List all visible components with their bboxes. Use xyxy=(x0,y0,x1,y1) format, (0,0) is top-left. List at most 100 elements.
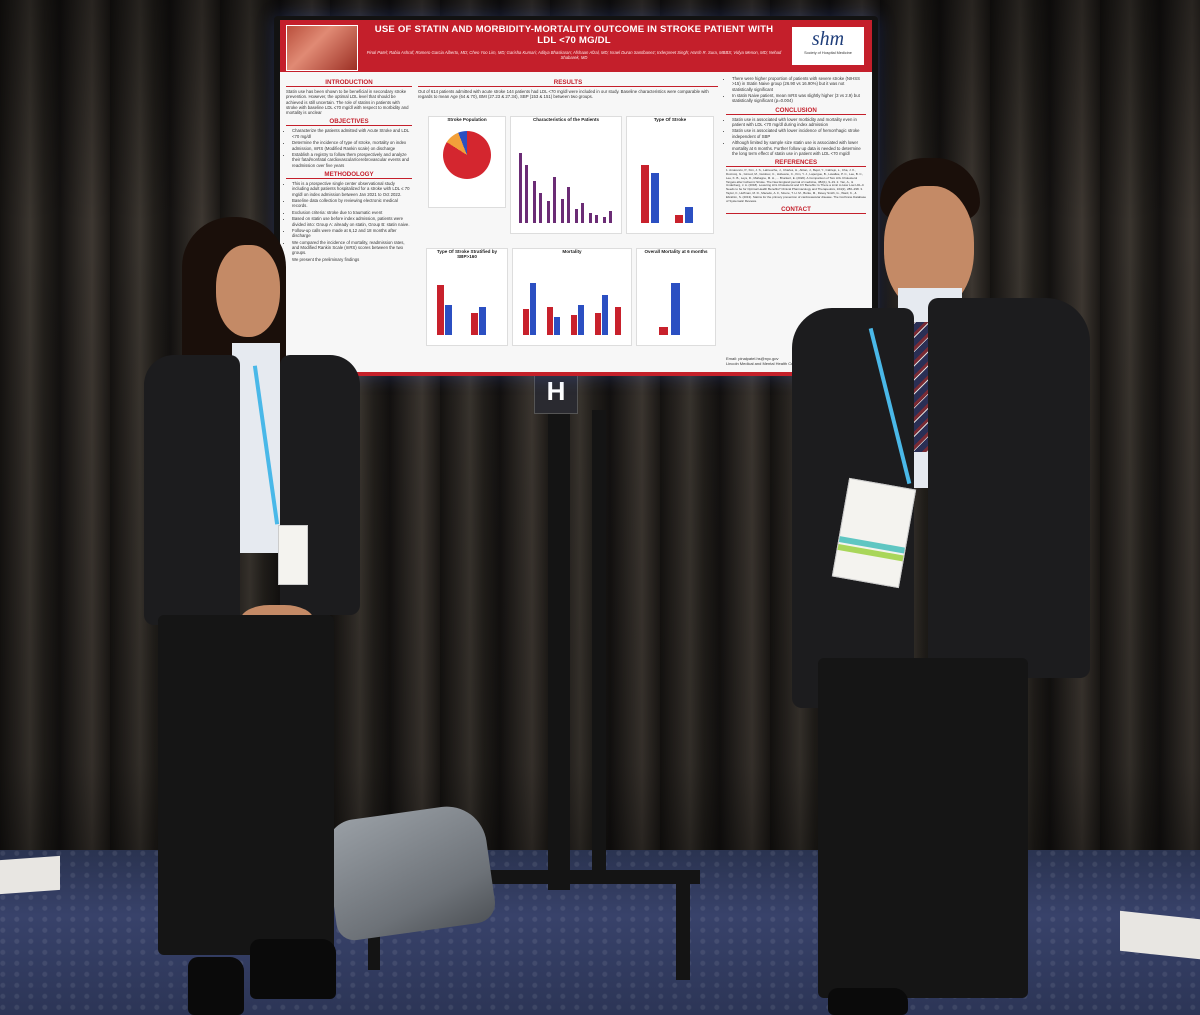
conclusion-item: Statin use is associated with lower inci… xyxy=(732,128,866,139)
bar xyxy=(571,315,577,335)
findings-list: There were higher proportion of patients… xyxy=(726,76,866,104)
chart-title: Characteristics of the Patients xyxy=(532,117,600,122)
methodology-item: This is a prospective single center obse… xyxy=(292,181,412,197)
conclusion-item: Although limited by sample size statin u… xyxy=(732,140,866,156)
bar xyxy=(589,213,592,223)
bar xyxy=(547,201,550,223)
chart-title: Overall Mortality at 6 months xyxy=(644,249,708,254)
references-text: 1. Amarenco, P., Kim, J. S., Labreuche, … xyxy=(726,169,866,203)
objectives-heading: OBJECTIVES xyxy=(286,118,412,127)
bar xyxy=(530,283,536,335)
poster-results-column: RESULTS Out of 614 patients admitted wit… xyxy=(418,76,718,100)
conclusion-list: Statin use is associated with lower morb… xyxy=(726,117,866,156)
finding-item: There were higher proportion of patients… xyxy=(732,76,866,92)
type-of-stroke-chart: Type Of Stroke xyxy=(626,116,714,234)
bar xyxy=(533,181,536,223)
bar xyxy=(553,177,556,223)
references-heading: REFERENCES xyxy=(726,159,866,168)
chart-title: Stroke Population xyxy=(447,117,487,122)
chart-title: Mortality xyxy=(562,249,582,254)
bar xyxy=(603,217,606,223)
bar xyxy=(659,327,668,335)
man-trousers xyxy=(818,658,1028,998)
bar xyxy=(578,305,584,335)
bars-area xyxy=(517,259,627,335)
conclusion-item: Statin use is associated with lower morb… xyxy=(732,117,866,128)
bar xyxy=(685,207,693,223)
man-shoe xyxy=(828,988,908,1015)
mortality-chart: Mortality xyxy=(512,248,632,346)
bars-area xyxy=(515,127,617,223)
bar xyxy=(554,317,560,335)
woman-left-shoe xyxy=(188,957,244,1015)
characteristics-chart: Characteristics of the Patients xyxy=(510,116,622,234)
bars-area xyxy=(431,259,503,335)
woman-name-badge xyxy=(278,525,308,585)
methodology-heading: METHODOLOGY xyxy=(286,171,412,179)
bar xyxy=(575,209,578,223)
shm-logo: shm Society of Hospital Medicine xyxy=(792,27,864,65)
chart-title: Type Of Stroke Stratified by SBP>160 xyxy=(436,249,498,259)
introduction-text: Statin use has been shown to be benefici… xyxy=(286,89,409,116)
bar xyxy=(675,215,683,223)
bar xyxy=(671,283,680,335)
hospital-photo xyxy=(286,25,358,71)
poster-left-column: INTRODUCTION Statin use has been shown t… xyxy=(286,76,412,263)
contact-institution: Lincoln Medical and Mental Health Center xyxy=(726,361,801,366)
bar xyxy=(609,211,612,223)
methodology-item: Baseline data collection by reviewing el… xyxy=(292,198,412,209)
bar xyxy=(641,165,649,223)
poster-header: USE OF STATIN AND MORBIDITY-MORTALITY OU… xyxy=(280,20,872,72)
man-presenter xyxy=(788,158,1092,1015)
methodology-list: This is a prospective single center obse… xyxy=(286,181,412,262)
logo-subtitle: Society of Hospital Medicine xyxy=(804,51,852,55)
conclusion-heading: CONCLUSION xyxy=(726,107,866,115)
woman-blazer-left xyxy=(144,355,240,625)
objectives-list: Characterize the patients admitted with … xyxy=(286,128,412,167)
bar xyxy=(523,309,529,335)
bar xyxy=(525,165,528,223)
contact-heading: CONTACT xyxy=(726,206,866,215)
chart-title: Type Of Stroke xyxy=(653,117,687,122)
woman-right-shoe xyxy=(250,939,336,999)
bar xyxy=(602,295,608,335)
finding-item: In statin Naive patient, mean mRS was sl… xyxy=(732,93,866,104)
bar xyxy=(581,203,584,223)
methodology-item: Exclusion criteria: stroke due to trauma… xyxy=(292,210,412,215)
poster-authors: Pinal Patel; Rabia Ashraf; Romero Garcia… xyxy=(366,50,782,60)
methodology-item: Follow-up calls were made at 6,12 and 18… xyxy=(292,228,412,239)
bars-area xyxy=(641,259,711,335)
bar xyxy=(519,153,522,223)
objective-item: Determine the incidence of type of strok… xyxy=(292,140,412,151)
woman-pants xyxy=(158,615,334,955)
floor-tape-left xyxy=(0,855,60,895)
poster-title: USE OF STATIN AND MORBIDITY-MORTALITY OU… xyxy=(374,24,774,46)
objective-item: Characterize the patients admitted with … xyxy=(292,128,412,139)
methodology-item: We present the preliminary findings xyxy=(292,257,412,262)
poster-right-column: There were higher proportion of patients… xyxy=(726,76,866,216)
stand-pole-rear xyxy=(592,410,606,870)
objective-item: Establish a registry to follow them pros… xyxy=(292,152,412,168)
bar xyxy=(479,307,486,335)
bar xyxy=(651,173,659,223)
stand-leg-right xyxy=(676,880,690,980)
bar xyxy=(595,313,601,335)
research-poster: USE OF STATIN AND MORBIDITY-MORTALITY OU… xyxy=(280,20,872,376)
pie-chart xyxy=(443,131,491,179)
bar xyxy=(561,199,564,223)
bar xyxy=(445,305,452,335)
bar xyxy=(539,193,542,223)
bar xyxy=(471,313,478,335)
contact-email: Email: pinalpatel.hs@nyc.gov xyxy=(726,356,779,361)
bar xyxy=(595,215,598,223)
bar xyxy=(547,307,553,335)
bar xyxy=(567,187,570,223)
woman-face xyxy=(216,245,280,337)
stand-pole xyxy=(548,410,570,890)
results-text: Out of 614 patients admitted with acute … xyxy=(418,89,709,100)
methodology-item: Based on statin use before index admissi… xyxy=(292,216,412,227)
contact-info: Email: pinalpatel.hs@nyc.gov Lincoln Med… xyxy=(726,356,800,366)
logo-text: shm xyxy=(811,28,845,50)
man-suit-jacket-right xyxy=(928,298,1090,678)
